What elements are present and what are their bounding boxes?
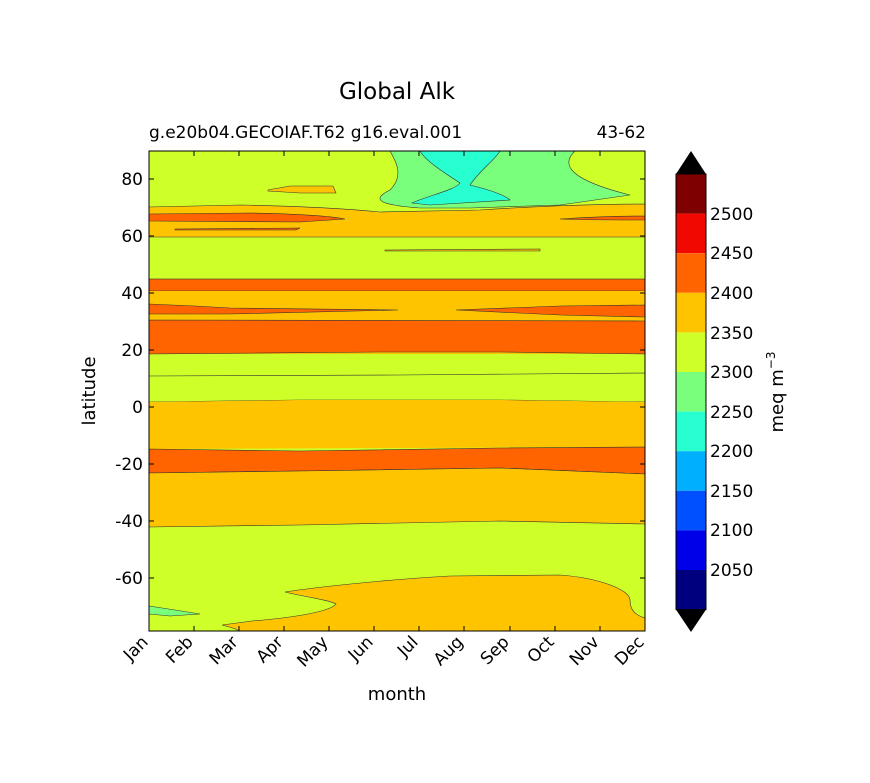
band-lat-30-to-19 [149, 319, 645, 355]
colorbar-swatch [676, 530, 706, 570]
x-tick-label: Feb [162, 632, 197, 667]
y-tick: 0 [132, 398, 645, 418]
chart-subtitle-left: g.e20b04.GECOIAF.T62 g16.eval.001 [149, 123, 462, 143]
band-lat-67-to-65 [149, 212, 346, 223]
colorbar-tick-label: 2200 [710, 442, 753, 462]
colorbar-swatch [676, 570, 706, 610]
y-tick: 80 [121, 170, 645, 190]
chart-title: Global Alk [339, 79, 456, 105]
y-tick-label: -20 [115, 455, 143, 475]
x-tick-label: Jan [119, 632, 152, 665]
colorbar-swatch [676, 332, 706, 372]
x-tick-label: Apr [253, 632, 288, 667]
y-tick-label: 0 [132, 398, 143, 418]
y-tick: 40 [121, 284, 645, 304]
band-lat-66-right [559, 215, 645, 221]
y-tick-label: -60 [115, 569, 143, 589]
x-tick-label: Jun [344, 632, 378, 666]
y-axis-label: latitude [79, 356, 100, 425]
region-2200-2250 [410, 151, 511, 206]
colorbar-swatch [676, 292, 706, 333]
colorbar-extend-min [676, 609, 706, 632]
band-lat-10-to-1 [149, 372, 645, 403]
patch-lat-77 [267, 185, 337, 194]
colorbar-swatch [676, 372, 706, 412]
y-tick: 60 [121, 227, 645, 247]
y-tick: -60 [115, 569, 645, 589]
y-tick-label: 20 [121, 341, 143, 361]
colorbar-swatch [676, 253, 706, 293]
colorbar-swatch [676, 490, 706, 531]
colorbar-swatch [676, 174, 706, 214]
colorbar-tick-label: 2150 [710, 482, 753, 502]
contour-lat-63 [174, 227, 301, 231]
y-tick-label: 80 [121, 170, 143, 190]
y-tick: -20 [115, 455, 645, 475]
band-lat-35-right [455, 304, 645, 318]
colorbar: 2050 2100 2150 2200 2250 2300 2350 2400 … [675, 151, 788, 632]
x-tick-label: Aug [430, 632, 468, 670]
band-lat-45-to-40 [149, 278, 645, 292]
colorbar-tick-label: 2400 [710, 284, 753, 304]
chart-subtitle-right: 43-62 [597, 123, 646, 143]
colorbar-label: meq m−3 [764, 352, 788, 433]
colorbar-label-unit: meq m [767, 369, 788, 432]
y-tick: 20 [121, 341, 645, 361]
x-tick-label: Mar [206, 632, 243, 669]
x-tick-label: Oct [524, 632, 559, 667]
x-axis-label: month [368, 684, 426, 705]
band-lat-36-to-33 [149, 303, 399, 315]
colorbar-tick-label: 2300 [710, 363, 753, 383]
colorbar-tick-label: 2050 [710, 561, 753, 581]
y-axis: 80 60 40 20 0 -20 -40 -60 latitude [79, 170, 645, 589]
colorbar-swatch [676, 451, 706, 491]
patch-lat-minus-72 [149, 605, 201, 617]
y-tick: -40 [115, 512, 645, 532]
band-lat-1-to-minus-16 [149, 400, 645, 449]
colorbar-tick-label: 2500 [710, 205, 753, 225]
colorbar-swatch [676, 213, 706, 254]
x-tick-label: Nov [566, 632, 604, 670]
y-tick-label: 40 [121, 284, 143, 304]
colorbar-tick-label: 2250 [710, 403, 753, 423]
x-tick-label: May [294, 632, 333, 671]
colorbar-tick-label: 2100 [710, 521, 753, 541]
colorbar-swatch [676, 411, 706, 452]
contour-lat-55 [384, 248, 541, 252]
y-tick-label: 60 [121, 227, 143, 247]
x-tick-label: Dec [611, 632, 648, 669]
plot-frame [148, 150, 646, 632]
colorbar-extend-max [676, 151, 706, 174]
band-lat-minus-62-to-minus-78 [221, 574, 645, 631]
colorbar-label-exponent: −3 [764, 352, 778, 370]
plot-area [149, 151, 645, 631]
colorbar-frame [675, 173, 707, 611]
colorbar-tick-label: 2350 [710, 324, 753, 344]
y-tick-label: -40 [115, 512, 143, 532]
x-tick-label: Sep [477, 632, 514, 669]
x-tick-label: Jul [393, 632, 422, 661]
band-lat-minus-24-to-minus-42 [149, 467, 645, 528]
colorbar-tick-label: 2450 [710, 244, 753, 264]
